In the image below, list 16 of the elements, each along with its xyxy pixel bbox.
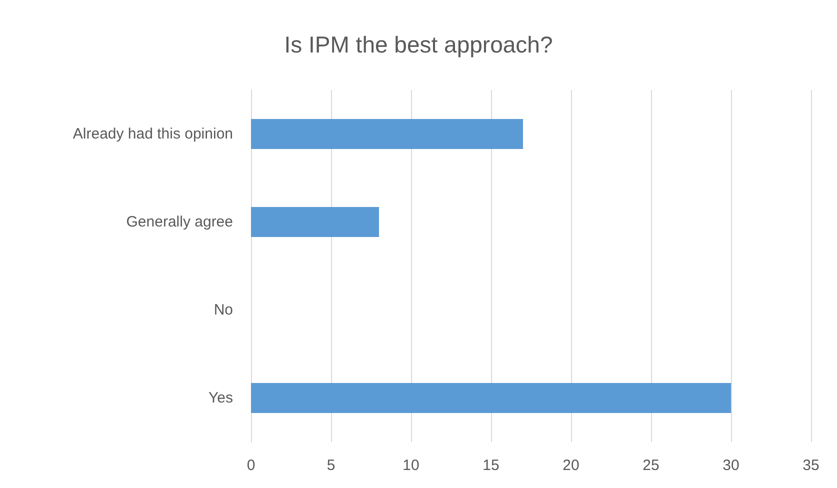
y-tick-label: No (214, 302, 233, 318)
x-tick-label: 5 (326, 457, 336, 474)
x-tick-label: 30 (722, 457, 740, 474)
x-tick-label: 20 (562, 457, 580, 474)
y-tick-label: Already had this opinion (72, 126, 233, 142)
x-tick-label: 35 (802, 457, 820, 474)
x-tick-label: 15 (482, 457, 500, 474)
x-tick-label: 0 (246, 457, 256, 474)
x-tick-label: 10 (402, 457, 420, 474)
bar (251, 383, 731, 413)
bar (251, 207, 379, 237)
y-tick-label: Generally agree (126, 214, 233, 230)
y-tick-label: Yes (208, 390, 233, 406)
bar (251, 119, 523, 149)
x-tick-label: 25 (642, 457, 660, 474)
chart-title: Is IPM the best approach? (284, 32, 553, 58)
